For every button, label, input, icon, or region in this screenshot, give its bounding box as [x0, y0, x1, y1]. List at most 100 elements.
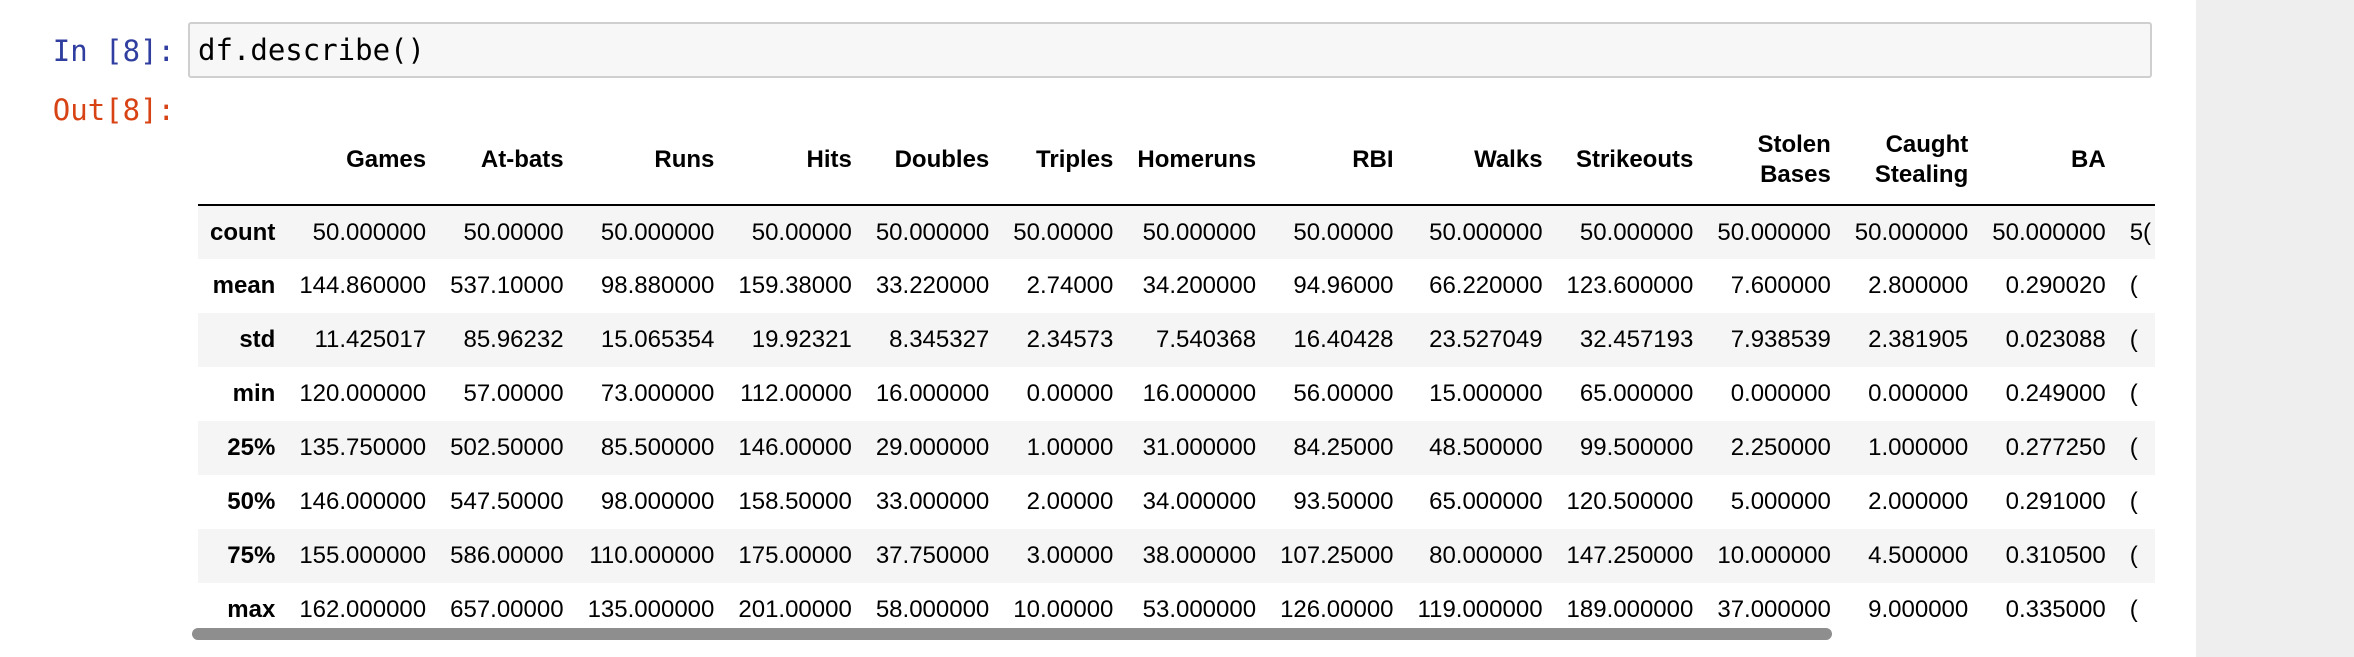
column-header-label: Runs: [654, 146, 715, 173]
table-cell: 537.10000: [450, 272, 564, 299]
horizontal-scrollbar[interactable]: [192, 628, 2156, 642]
table-cell: 147.250000: [1566, 542, 1694, 569]
table-row: count 50.000000 50.00000 50.000000 50.00000 5…: [198, 205, 2155, 259]
column-header: [2117, 118, 2155, 206]
row-label: std: [239, 326, 276, 353]
column-header-label: Games: [346, 146, 427, 173]
table-cell: 37.000000: [1717, 596, 1831, 623]
horizontal-scrollbar-thumb[interactable]: [192, 628, 1832, 640]
table-cell: 502.50000: [450, 434, 564, 461]
table-cell: 98.880000: [600, 272, 715, 299]
table-cell: (: [2129, 596, 2138, 623]
output-prompt: Out[8]:: [52, 93, 175, 127]
table-cell: 29.000000: [875, 434, 990, 461]
column-header-label: Strikeouts: [1575, 146, 1694, 173]
column-header-label: Stolen: [1757, 131, 1831, 158]
table-cell: 56.00000: [1293, 380, 1394, 407]
table-cell: 146.00000: [738, 434, 852, 461]
table-cell: 158.50000: [738, 488, 852, 515]
table-cell: 135.750000: [299, 434, 427, 461]
table-cell: 66.220000: [1429, 272, 1543, 299]
column-header-label: Stealing: [1874, 161, 1969, 188]
dataframe-table: Games At-bats Runs Hits Doubles Triples Homeru…: [198, 118, 2155, 637]
row-label: min: [232, 380, 276, 407]
output-area[interactable]: Games At-bats Runs Hits Doubles Triples Homeru…: [198, 118, 2155, 648]
table-cell: 159.38000: [738, 272, 852, 299]
table-cell: 2.34573: [1026, 326, 1114, 353]
table-cell: (: [2129, 272, 2138, 299]
table-cell: 15.065354: [600, 326, 715, 353]
column-header: Homeruns: [1125, 118, 1269, 206]
column-header-label: Hits: [806, 146, 852, 173]
column-header-label: Doubles: [894, 146, 990, 173]
table-cell: 50.000000: [1142, 218, 1257, 246]
column-header: BA: [1980, 118, 2118, 206]
table-cell: 657.00000: [450, 596, 564, 623]
table-cell: 1.00000: [1026, 434, 1114, 461]
table-cell: 50.000000: [875, 218, 990, 246]
code-cell-input[interactable]: df.describe(): [188, 22, 2152, 78]
table-cell: 201.00000: [738, 596, 852, 623]
table-cell: 73.000000: [600, 380, 715, 407]
table-cell: 16.000000: [875, 380, 990, 407]
table-cell: 144.860000: [299, 272, 427, 299]
table-cell: 50.000000: [600, 218, 715, 246]
column-header-label: BA: [2071, 146, 2106, 173]
table-cell: (: [2129, 380, 2138, 407]
table-row: mean 144.860000 537.10000 98.880000 159.3800…: [198, 259, 2155, 313]
table-cell: 53.000000: [1142, 596, 1257, 623]
row-label: 75%: [227, 542, 276, 569]
column-header: At-bats: [438, 118, 576, 206]
table-cell: 2.74000: [1026, 272, 1114, 299]
column-header: Caught Stealing: [1842, 118, 1981, 206]
table-cell: 120.000000: [299, 380, 427, 407]
table-cell: 48.500000: [1429, 434, 1543, 461]
table-cell: 58.000000: [875, 596, 990, 623]
column-header-label: Bases: [1760, 161, 1831, 188]
table-row: std 11.425017 85.96232 15.065354 19.92321 8.3…: [198, 313, 2155, 367]
table-cell: 99.500000: [1579, 434, 1694, 461]
table-cell: 84.25000: [1293, 434, 1394, 461]
column-header: Stolen Bases: [1705, 118, 1843, 206]
table-cell: 2.00000: [1026, 488, 1114, 515]
table-cell: 2.000000: [1868, 488, 1969, 515]
table-cell: 94.96000: [1293, 272, 1394, 299]
table-cell: 0.291000: [2005, 488, 2106, 515]
table-cell: 155.000000: [299, 542, 427, 569]
table-cell: 98.000000: [600, 488, 715, 515]
table-row: min 120.000000 57.00000 73.000000 112.00000 1…: [198, 367, 2155, 421]
column-header: Strikeouts: [1554, 118, 1706, 206]
table-cell: (: [2129, 542, 2138, 569]
table-row: 75% 155.000000 586.00000 110.000000 175.0000…: [198, 529, 2155, 583]
table-cell: 31.000000: [1142, 434, 1257, 461]
table-cell: 38.000000: [1142, 542, 1257, 569]
table-header: Games At-bats Runs Hits Doubles Triples Homeru…: [198, 118, 2155, 206]
table-cell: 146.000000: [299, 488, 427, 515]
table-cell: 162.000000: [299, 596, 427, 623]
table-cell: 7.540368: [1155, 326, 1257, 353]
table-cell: 0.00000: [1026, 380, 1114, 407]
table-cell: 0.310500: [2005, 542, 2106, 569]
table-cell: 50.000000: [1579, 218, 1694, 246]
notebook-right-gutter: [2196, 0, 2354, 657]
row-label: mean: [212, 272, 276, 299]
table-cell: 50.000000: [1717, 218, 1831, 246]
table-cell: 65.000000: [1429, 488, 1543, 515]
table-row: 50% 146.000000 547.50000 98.000000 158.50000…: [198, 475, 2155, 529]
table-cell: 10.00000: [1013, 596, 1114, 623]
column-header: Doubles: [863, 118, 1002, 206]
table-cell: 33.000000: [875, 488, 990, 515]
table-cell: 32.457193: [1579, 326, 1694, 353]
table-body: count 50.000000 50.00000 50.000000 50.00000 5…: [198, 205, 2155, 637]
table-cell: 119.000000: [1417, 596, 1543, 623]
column-header: Walks: [1405, 118, 1555, 206]
table-cell: 50.000000: [312, 218, 427, 246]
table-cell: 0.249000: [2005, 380, 2106, 407]
table-cell: 135.000000: [587, 596, 715, 623]
table-row: 25% 135.750000 502.50000 85.500000 146.00000…: [198, 421, 2155, 475]
table-cell: 57.00000: [463, 380, 564, 407]
table-cell: 50.00000: [1013, 218, 1114, 246]
table-cell: 65.000000: [1579, 380, 1694, 407]
table-cell: 50.000000: [1992, 218, 2106, 246]
table-cell: 37.750000: [875, 542, 990, 569]
